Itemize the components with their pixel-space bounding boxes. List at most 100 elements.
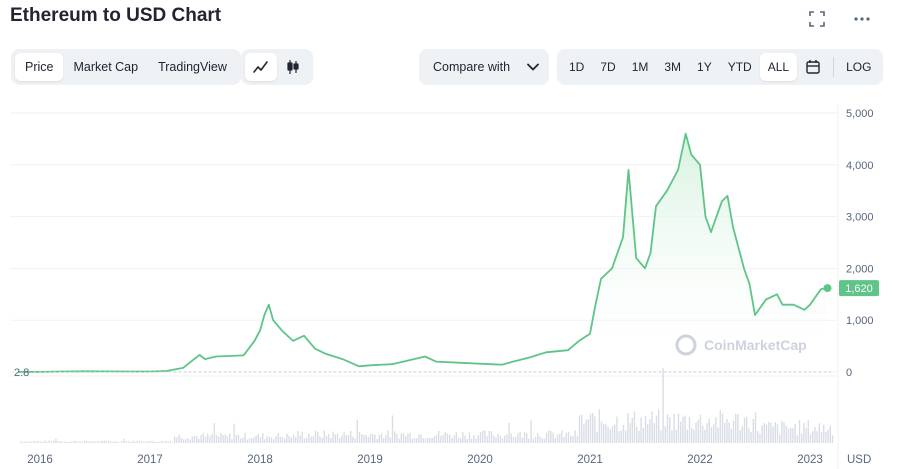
- volume-bar: [143, 441, 145, 443]
- volume-bar: [53, 440, 55, 443]
- volume-bar: [301, 431, 303, 443]
- volume-bar: [713, 424, 715, 443]
- volume-bar: [572, 436, 574, 443]
- volume-bar: [383, 438, 385, 443]
- volume-bar: [251, 438, 253, 443]
- range-7d[interactable]: 7D: [600, 60, 616, 74]
- y-tick-label: 2,000: [846, 263, 874, 275]
- volume-bar: [724, 422, 726, 443]
- volume-bar: [488, 430, 490, 443]
- calendar-button[interactable]: [797, 53, 829, 81]
- volume-bar: [101, 440, 103, 443]
- volume-bar: [44, 440, 46, 443]
- volume-bar: [702, 425, 704, 443]
- start-value-label: 2.8: [14, 367, 29, 379]
- volume-bar: [209, 436, 211, 443]
- volume-bar: [125, 441, 127, 443]
- range-1y[interactable]: 1Y: [697, 60, 712, 74]
- volume-bar: [453, 435, 455, 443]
- volume-bar: [222, 435, 224, 443]
- volume-bar: [233, 423, 235, 443]
- compare-with-label: Compare with: [433, 60, 511, 74]
- range-1m[interactable]: 1M: [631, 60, 649, 74]
- volume-bar: [123, 438, 125, 443]
- compare-with-dropdown[interactable]: Compare with: [419, 49, 549, 85]
- fullscreen-icon[interactable]: [806, 8, 828, 30]
- volume-bar: [343, 432, 345, 443]
- volume-bar: [554, 437, 556, 443]
- volume-bar: [257, 433, 259, 443]
- volume-bar: [398, 438, 400, 443]
- volume-bar: [196, 435, 198, 443]
- volume-bar: [356, 419, 358, 443]
- range-1d[interactable]: 1D: [569, 60, 585, 74]
- volume-bar: [662, 368, 664, 443]
- volume-bar: [504, 435, 506, 443]
- volume-bar: [462, 432, 464, 443]
- volume-bar: [429, 437, 431, 443]
- y-axis: 0 1,000 2,000 3,000 4,000 5,000: [846, 108, 874, 379]
- volume-bar: [675, 429, 677, 443]
- volume-bar: [178, 434, 180, 443]
- volume-bar: [83, 440, 86, 443]
- volume-bar: [380, 433, 383, 443]
- candlestick-button[interactable]: [277, 53, 309, 81]
- watermark: CoinMarketCap: [675, 334, 807, 356]
- y-tick-label: 4,000: [846, 160, 874, 172]
- volume-bar: [176, 437, 178, 443]
- chart-type-tabs: Price Market Cap TradingView: [11, 49, 241, 85]
- price-area: [18, 133, 827, 372]
- volume-bar: [55, 438, 57, 443]
- tab-market-cap[interactable]: Market Cap: [73, 60, 139, 74]
- volume-bar: [629, 423, 631, 443]
- volume-bar: [418, 434, 420, 443]
- volume-bar: [627, 412, 629, 443]
- volume-bar: [94, 441, 97, 443]
- more-options-icon[interactable]: [851, 8, 873, 30]
- volume-bar: [246, 439, 248, 443]
- price-line: [18, 132, 827, 373]
- x-tick-label: 2019: [357, 454, 383, 466]
- line-chart-button[interactable]: [245, 53, 277, 81]
- volume-bar: [748, 428, 750, 443]
- volume-bar: [464, 435, 466, 443]
- log-scale-toggle[interactable]: LOG: [846, 60, 872, 74]
- volume-bar: [20, 441, 22, 443]
- volume-bar: [783, 422, 785, 443]
- volume-bar: [435, 434, 438, 443]
- volume-bar: [152, 441, 154, 443]
- volume-bar: [218, 436, 220, 443]
- current-price-dot: [823, 284, 832, 293]
- volume-bar: [552, 432, 554, 443]
- volume-bar: [352, 436, 354, 443]
- volume-bar: [26, 442, 28, 443]
- volume-bar: [686, 429, 688, 443]
- volume-bar: [501, 438, 504, 443]
- range-ytd[interactable]: YTD: [727, 60, 752, 74]
- volume-bar: [618, 430, 620, 443]
- volume-bar: [273, 439, 275, 443]
- volume-bar: [442, 434, 444, 443]
- range-all[interactable]: ALL: [759, 53, 798, 81]
- chart-style-toggle: [241, 49, 313, 85]
- tab-price[interactable]: Price: [15, 53, 64, 81]
- volume-bar: [587, 419, 589, 443]
- price-chart[interactable]: CoinMarketCap 0 1,000 2,000 3,000 4,000 5,000…: [0, 95, 900, 469]
- volume-bar: [99, 441, 101, 443]
- volume-bar: [563, 436, 565, 443]
- volume-bar: [354, 438, 356, 443]
- volume-bar: [369, 433, 372, 443]
- volume-bar: [818, 423, 820, 443]
- volume-bar: [814, 426, 816, 443]
- volume-bar: [537, 433, 539, 443]
- volume-bar: [332, 431, 334, 443]
- volume-bar: [431, 438, 433, 443]
- volume-bar: [374, 434, 376, 443]
- volume-bar: [728, 422, 730, 443]
- volume-bar: [275, 436, 277, 443]
- tab-tradingview[interactable]: TradingView: [158, 60, 227, 74]
- range-3m[interactable]: 3M: [664, 60, 682, 74]
- volume-bar: [79, 441, 81, 443]
- volume-bar: [801, 433, 803, 443]
- volume-bar: [387, 430, 389, 443]
